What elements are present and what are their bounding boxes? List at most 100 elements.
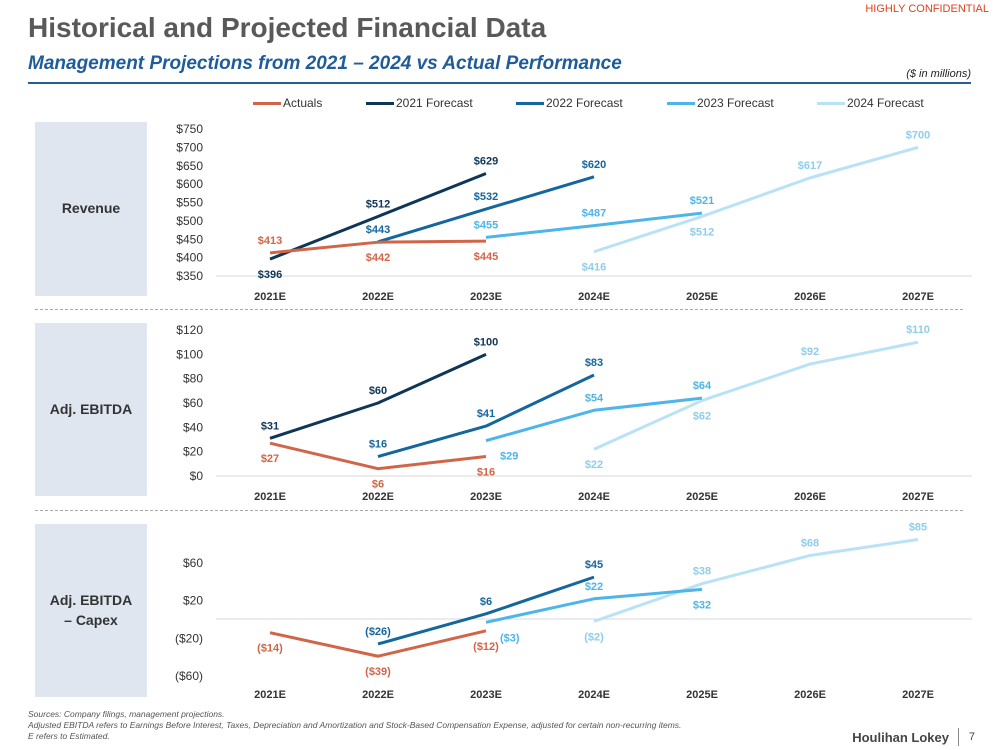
x-category-label: 2022E <box>362 291 394 303</box>
legend-label: 2022 Forecast <box>546 96 623 110</box>
legend-label: 2021 Forecast <box>396 96 473 110</box>
x-category-label: 2025E <box>686 689 718 701</box>
legend-item-2024-forecast: 2024 Forecast <box>817 96 924 110</box>
data-label: $617 <box>798 160 822 172</box>
data-label: $487 <box>582 208 606 220</box>
y-tick-label: $120 <box>176 323 203 337</box>
x-category-label: 2026E <box>794 491 826 503</box>
y-tick-label: $100 <box>176 347 203 361</box>
legend-item-actuals: Actuals <box>253 96 322 110</box>
row-label-revenue: Revenue <box>35 122 147 296</box>
series-line-actuals <box>269 239 487 255</box>
row-label-ebitda-capex: Adj. EBITDA – Capex <box>35 524 147 697</box>
data-label: $45 <box>585 559 603 571</box>
y-tick-label: $60 <box>183 396 203 410</box>
y-tick-label: $350 <box>176 269 203 283</box>
section-divider <box>35 510 963 511</box>
data-label: ($26) <box>365 626 391 638</box>
x-category-label: 2024E <box>578 491 610 503</box>
y-tick-label: $700 <box>176 140 203 154</box>
series-line-2021-forecast <box>269 352 487 440</box>
x-category-label: 2023E <box>470 689 502 701</box>
data-label: $532 <box>474 191 498 203</box>
data-label: $6 <box>480 596 492 608</box>
legend-item-2021-forecast: 2021 Forecast <box>366 96 473 110</box>
data-label: $92 <box>801 346 819 358</box>
data-label: $22 <box>585 581 603 593</box>
data-label: $38 <box>693 566 711 578</box>
data-label: $443 <box>366 224 390 236</box>
y-tick-label: $550 <box>176 196 203 210</box>
x-category-label: 2023E <box>470 491 502 503</box>
x-category-label: 2021E <box>254 291 286 303</box>
brand-separator <box>958 728 959 746</box>
y-tick-label: $20 <box>183 594 203 608</box>
x-category-label: 2024E <box>578 689 610 701</box>
x-category-label: 2021E <box>254 491 286 503</box>
data-label: ($3) <box>500 632 520 644</box>
x-category-label: 2022E <box>362 491 394 503</box>
footnote-ebitda-definition: Adjusted EBITDA refers to Earnings Befor… <box>28 720 682 731</box>
x-category-label: 2023E <box>470 291 502 303</box>
y-tick-label: $40 <box>183 420 203 434</box>
data-label: $445 <box>474 251 498 263</box>
data-label: $60 <box>369 385 387 397</box>
brand-logo: Houlihan Lokey <box>852 730 949 745</box>
data-label: ($39) <box>365 666 391 678</box>
x-category-label: 2021E <box>254 689 286 701</box>
series-line-actuals <box>269 629 487 658</box>
units-note: ($ in millions) <box>906 68 971 80</box>
x-category-label: 2026E <box>794 689 826 701</box>
page-number: 7 <box>968 731 975 743</box>
data-label: $455 <box>474 219 498 231</box>
data-label: $32 <box>693 599 711 611</box>
y-tick-label: $80 <box>183 372 203 386</box>
series-line-2024-forecast <box>593 145 919 254</box>
y-tick-label: $650 <box>176 159 203 173</box>
data-label: $413 <box>258 235 282 247</box>
x-category-label: 2025E <box>686 491 718 503</box>
chart-legend: Actuals 2021 Forecast 2022 Forecast 2023… <box>0 96 999 112</box>
legend-item-2023-forecast: 2023 Forecast <box>667 96 774 110</box>
y-tick-label: ($20) <box>175 631 203 645</box>
x-category-label: 2027E <box>902 491 934 503</box>
legend-swatch <box>366 102 394 106</box>
x-category-label: 2022E <box>362 689 394 701</box>
series-line-2023-forecast <box>485 587 703 624</box>
data-label: $62 <box>693 411 711 423</box>
series-line-2021-forecast <box>269 172 487 261</box>
x-category-label: 2024E <box>578 291 610 303</box>
data-label: $22 <box>585 459 603 471</box>
legend-item-2022-forecast: 2022 Forecast <box>516 96 623 110</box>
series-line-2023-forecast <box>485 211 703 239</box>
footnotes: Sources: Company filings, management pro… <box>28 709 681 742</box>
row-label-text: Revenue <box>61 200 121 217</box>
header-rule <box>28 82 971 84</box>
data-label: $16 <box>369 439 387 451</box>
data-label: ($2) <box>584 631 604 643</box>
data-label: $521 <box>690 195 714 207</box>
data-label: $68 <box>801 537 819 549</box>
data-label: $6 <box>372 479 384 491</box>
row-label-ebitda: Adj. EBITDA <box>35 323 147 496</box>
data-label: $27 <box>261 453 279 465</box>
y-tick-label: $60 <box>183 556 203 570</box>
footnote-sources: Sources: Company filings, management pro… <box>28 709 225 719</box>
data-label: $54 <box>585 392 604 404</box>
series-line-2024-forecast <box>593 340 919 451</box>
y-tick-label: $750 <box>176 122 203 136</box>
data-label: $29 <box>500 451 518 463</box>
data-label: $31 <box>261 420 279 432</box>
page-subtitle: Management Projections from 2021 – 2024 … <box>28 53 622 74</box>
series-line-2024-forecast <box>593 537 919 623</box>
data-label: $620 <box>582 159 606 171</box>
y-tick-label: $20 <box>183 445 203 459</box>
y-tick-label: $0 <box>190 469 204 483</box>
row-label-text: Adj. EBITDA <box>49 400 133 417</box>
data-label: $64 <box>693 380 712 392</box>
page-title: Historical and Projected Financial Data <box>28 12 547 43</box>
row-label-text: Adj. EBITDA – Capex <box>50 591 132 630</box>
legend-swatch <box>667 102 695 106</box>
data-label: $416 <box>582 262 606 274</box>
